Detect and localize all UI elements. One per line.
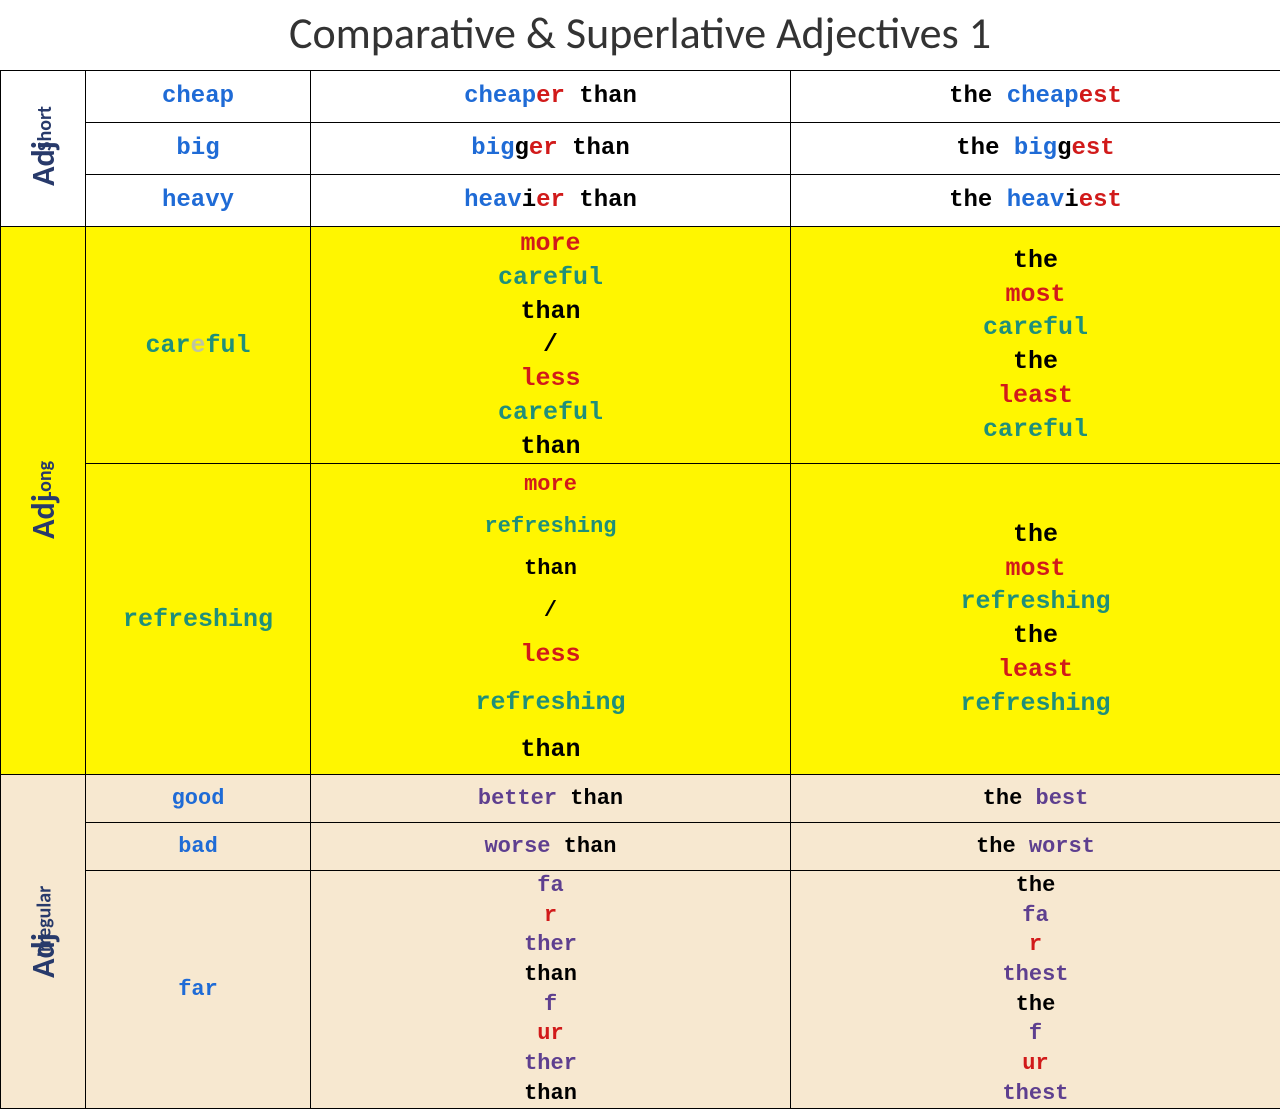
- long-1-comp: more refreshing than /less refreshing th…: [311, 464, 791, 775]
- short-1-sup: the biggest: [791, 123, 1280, 175]
- irreg-0-comp: better than: [311, 774, 791, 822]
- long-1-sup: the most refreshingthe least refreshing: [791, 464, 1280, 775]
- irreg-0-base: good: [86, 774, 311, 822]
- short-0-sup: the cheapest: [791, 71, 1280, 123]
- short-2-comp: heavier than: [311, 175, 791, 227]
- category-short: Short Adj: [1, 71, 86, 227]
- irreg-1-sup: the worst: [791, 822, 1280, 870]
- long-0-base: careful: [86, 227, 311, 464]
- adjectives-table: Short Adj cheap cheaper than the cheapes…: [0, 70, 1280, 1109]
- short-0-base: cheap: [86, 71, 311, 123]
- page-title: Comparative & Superlative Adjectives 1: [0, 0, 1280, 70]
- irreg-2-base: far: [86, 870, 311, 1109]
- short-1-comp: bigger than: [311, 123, 791, 175]
- long-0-comp: more careful than /less careful than: [311, 227, 791, 464]
- long-0-sup: the most carefulthe least careful: [791, 227, 1280, 464]
- irreg-0-sup: the best: [791, 774, 1280, 822]
- short-1-base: big: [86, 123, 311, 175]
- short-0-comp: cheaper than: [311, 71, 791, 123]
- long-1-base: refreshing: [86, 464, 311, 775]
- category-irregular: Irregular Adj: [1, 774, 86, 1109]
- category-long: Long Adj: [1, 227, 86, 775]
- short-2-sup: the heaviest: [791, 175, 1280, 227]
- irreg-1-comp: worse than: [311, 822, 791, 870]
- irreg-2-sup: the farthestthe furthest: [791, 870, 1280, 1109]
- irreg-1-base: bad: [86, 822, 311, 870]
- short-2-base: heavy: [86, 175, 311, 227]
- irreg-2-comp: farther thanfurther than: [311, 870, 791, 1109]
